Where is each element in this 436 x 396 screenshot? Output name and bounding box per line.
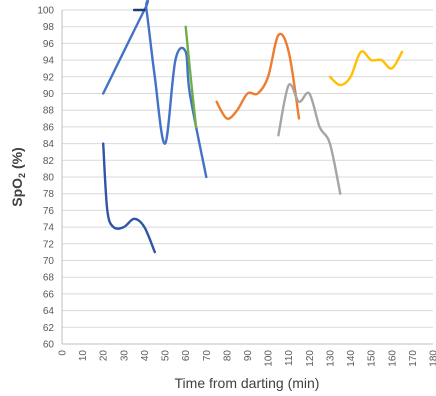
series-line-4 [184, 25, 198, 129]
series-line-7 [328, 50, 404, 87]
x-tick-label: 180 [429, 350, 436, 367]
y-tick-label: 88 [43, 106, 55, 117]
y-tick-label: 82 [43, 156, 55, 167]
y-tick-label: 74 [43, 223, 55, 234]
y-axis-title-main: SpO [9, 178, 25, 207]
x-tick-label: 20 [99, 350, 110, 362]
y-tick-label: 68 [43, 273, 55, 284]
y-tick-label: 90 [43, 89, 55, 100]
y-tick-label: 70 [43, 256, 55, 267]
y-tick-label: 64 [43, 306, 55, 317]
y-tick-label: 100 [37, 6, 54, 17]
x-tick-label: 60 [181, 350, 192, 362]
y-tick-label: 72 [43, 239, 55, 250]
x-tick-label: 160 [387, 350, 398, 367]
y-tick-label: 84 [43, 139, 55, 150]
y-tick-label: 86 [43, 122, 55, 133]
x-tick-label: 50 [161, 350, 172, 362]
y-axis-title-unit: (%) [9, 147, 25, 173]
x-axis-title: Time from darting (min) [175, 375, 320, 391]
y-tick-label: 96 [43, 39, 55, 50]
x-tick-label: 140 [346, 350, 357, 367]
x-tick-label: 150 [367, 350, 378, 367]
gridlines [62, 9, 433, 345]
y-tick-label: 78 [43, 189, 55, 200]
y-axis-title: SpO2 (%) [9, 147, 27, 206]
y-tick-label: 62 [43, 323, 55, 334]
tick-labels: 60 62 64 66 68 70 72 74 76 78 80 82 84 86 88 90 92 94 96 98… [37, 6, 436, 367]
x-tick-label: 40 [140, 350, 151, 362]
x-tick-label: 120 [305, 350, 316, 367]
y-tick-label: 76 [43, 206, 55, 217]
series-line-2 [102, 142, 156, 254]
data-series [102, 0, 404, 254]
y-tick-label: 98 [43, 22, 55, 33]
series-line-6 [277, 82, 342, 195]
y-axis-title-subscript: 2 [17, 173, 27, 178]
x-tick-label: 30 [119, 350, 130, 362]
series-line-1 [102, 0, 208, 179]
x-tick-label: 100 [264, 350, 275, 367]
y-tick-label: 92 [43, 72, 55, 83]
x-tick-label: 90 [243, 350, 254, 362]
y-tick-label: 60 [43, 340, 55, 351]
x-tick-label: 130 [325, 350, 336, 367]
y-tick-label: 80 [43, 173, 55, 184]
x-tick-label: 0 [58, 350, 69, 356]
series-line-5 [215, 32, 301, 120]
x-tick-label: 70 [202, 350, 213, 362]
x-tick-label: 10 [78, 350, 89, 362]
x-tick-label: 110 [284, 350, 295, 366]
x-tick-label: 80 [222, 350, 233, 362]
y-tick-label: 94 [43, 56, 55, 67]
x-tick-label: 170 [408, 350, 419, 367]
y-tick-label: 66 [43, 289, 55, 300]
